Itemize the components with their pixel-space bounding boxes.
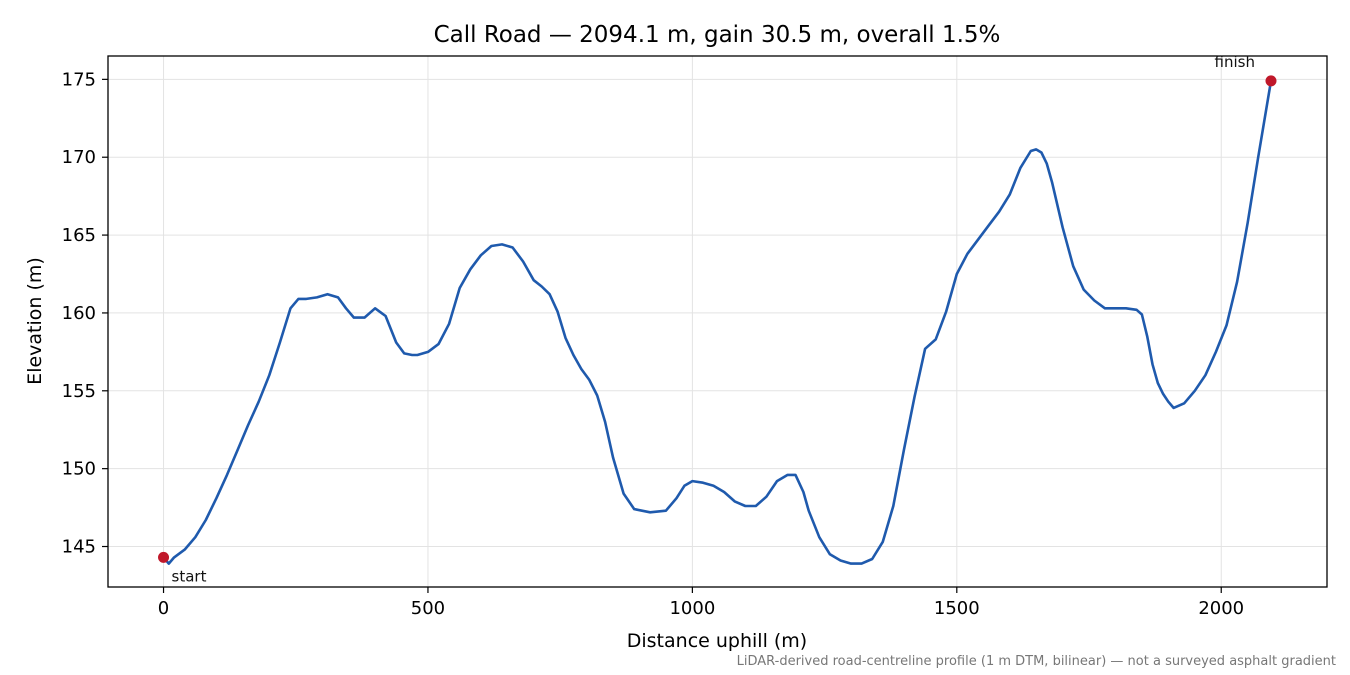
y-tick-label: 175	[62, 69, 96, 90]
y-tick-label: 145	[62, 537, 96, 558]
x-axis-label: Distance uphill (m)	[627, 630, 807, 652]
start-marker	[158, 551, 170, 563]
plot-frame	[107, 55, 1328, 588]
y-axis-label: Elevation (m)	[24, 257, 46, 385]
start-label: start	[172, 567, 207, 585]
y-axis: 145 150 155 160 165 170 175	[62, 69, 108, 558]
x-tick-label: 0	[158, 598, 169, 619]
y-tick-label: 155	[62, 381, 96, 402]
series-line-elevation	[162, 80, 1273, 565]
y-tick-label: 160	[62, 303, 96, 324]
finish-label: finish	[1215, 53, 1255, 71]
x-tick-label: 1000	[669, 598, 715, 619]
footnote: LiDAR-derived road-centreline profile (1…	[737, 654, 1336, 669]
chart-title: Call Road — 2094.1 m, gain 30.5 m, overa…	[434, 22, 1001, 48]
x-tick-label: 500	[411, 598, 445, 619]
y-tick-label: 170	[62, 147, 96, 168]
y-tick-label: 150	[62, 459, 96, 480]
finish-marker	[1265, 75, 1277, 87]
y-tick-label: 165	[62, 225, 96, 246]
x-tick-label: 2000	[1198, 598, 1244, 619]
x-tick-label: 1500	[934, 598, 980, 619]
x-axis: 0 500 1000 1500 2000	[158, 587, 1244, 619]
grid	[108, 56, 1327, 587]
